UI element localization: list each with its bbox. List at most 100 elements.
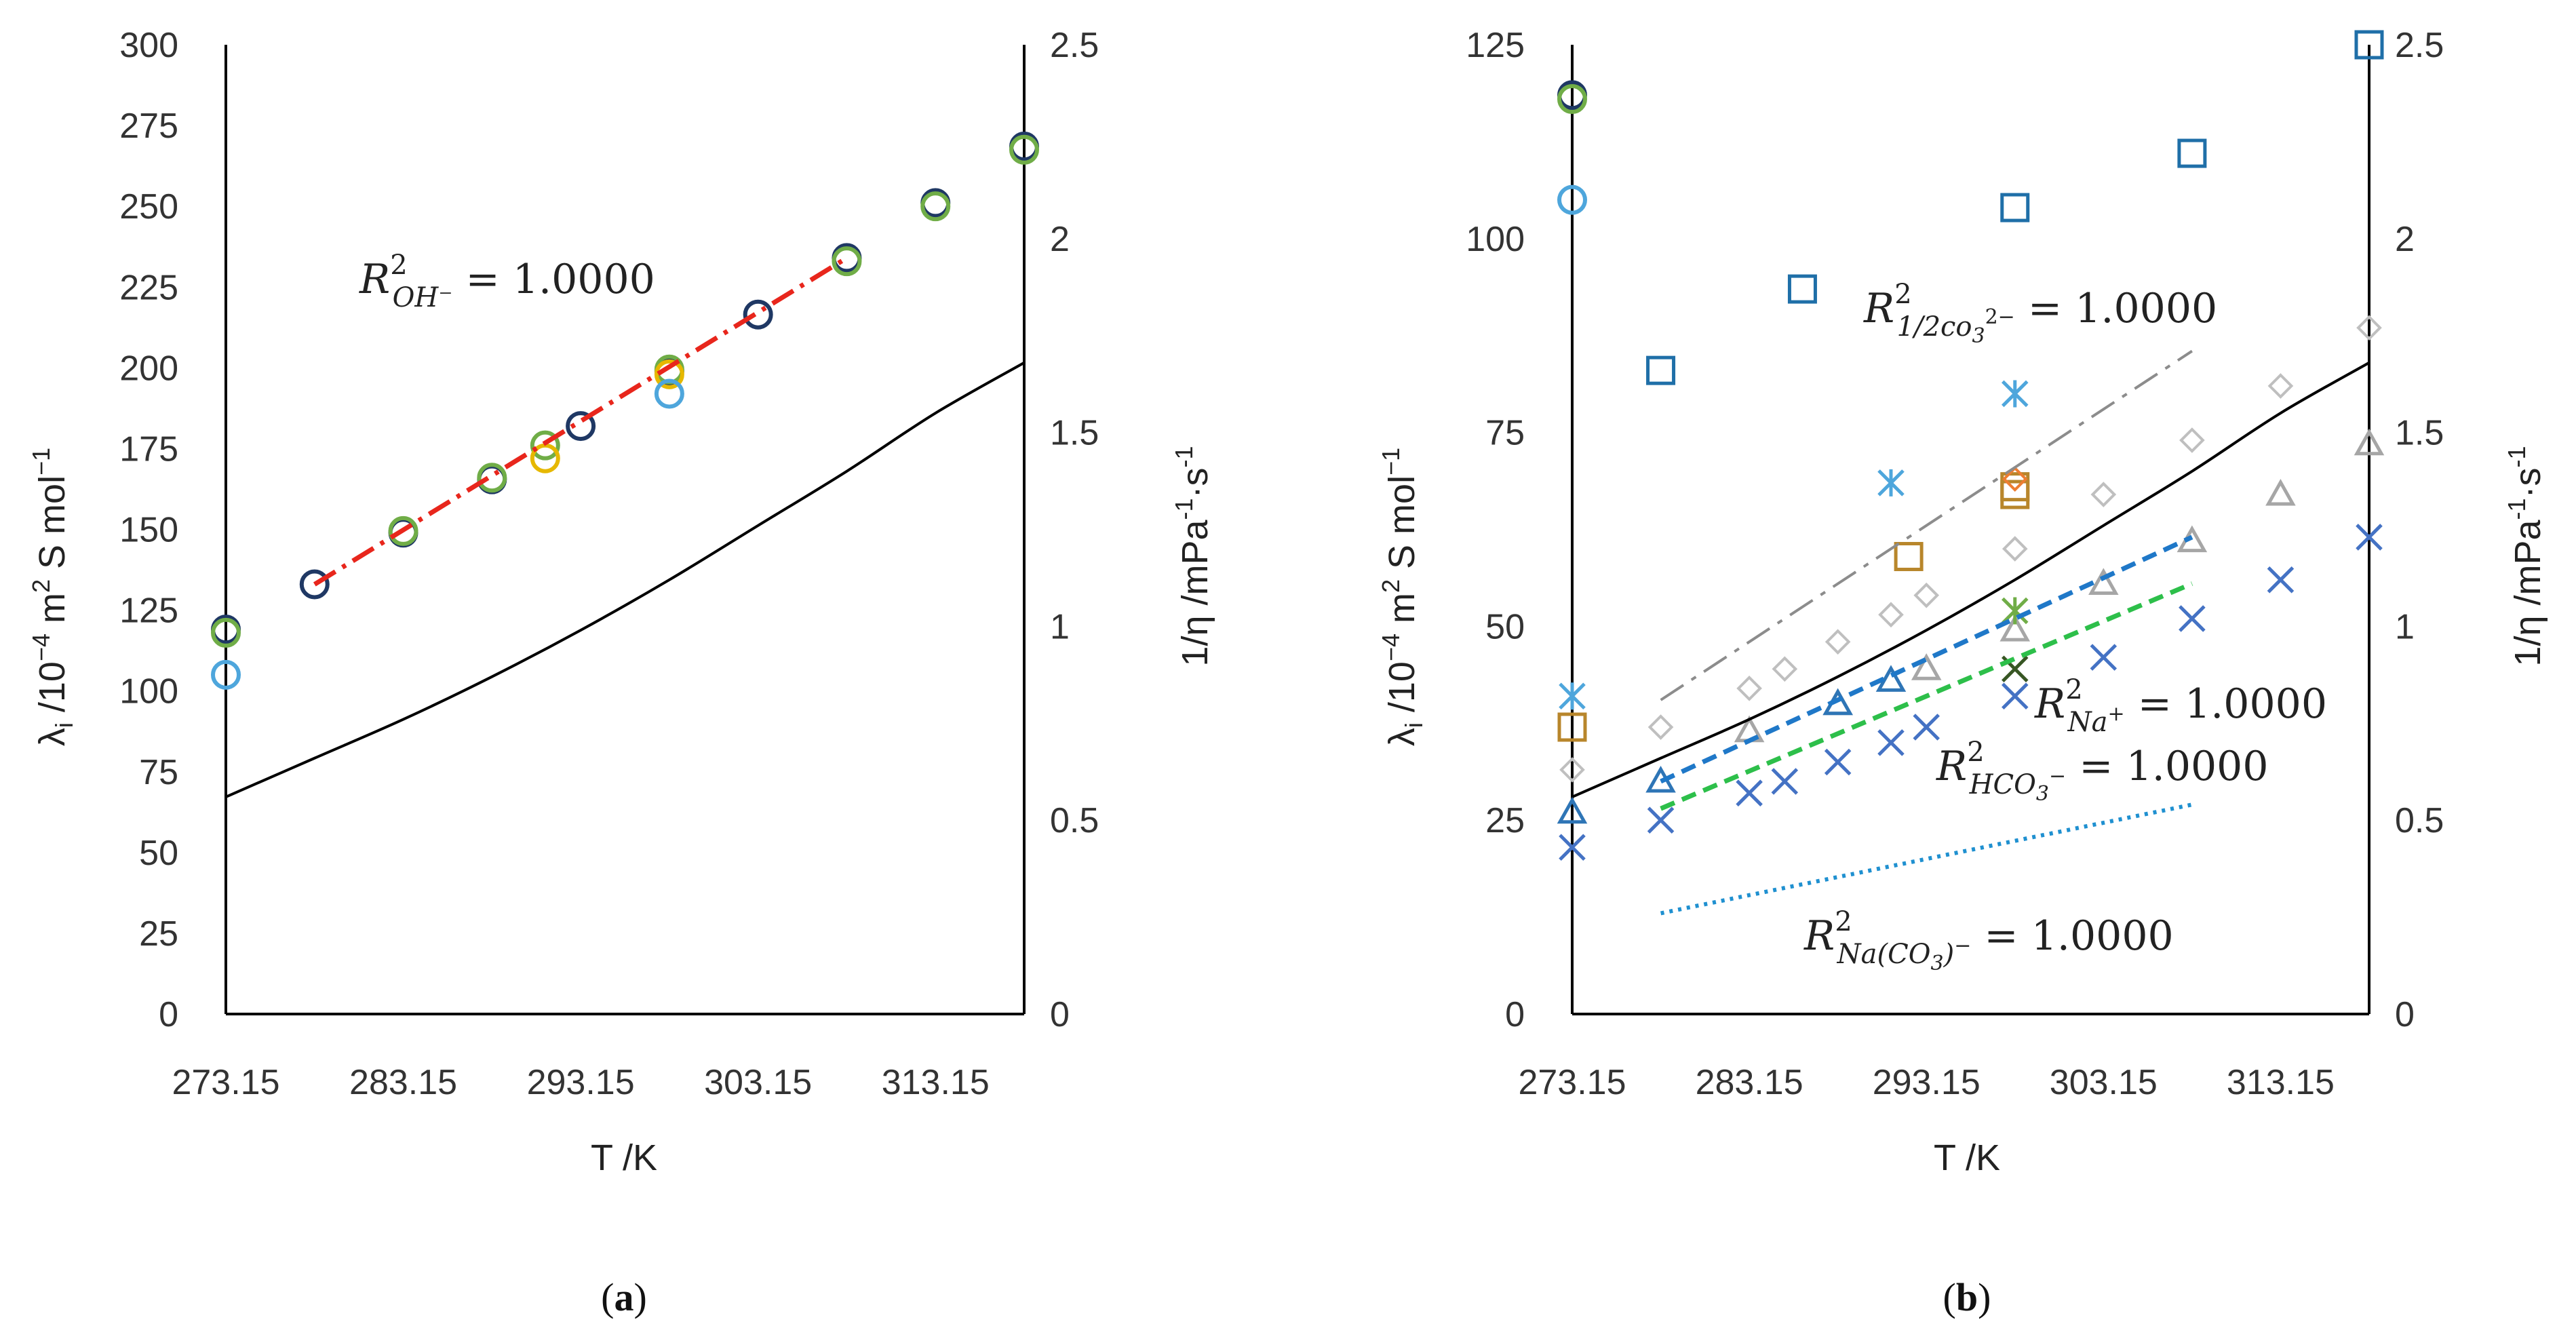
y-tick-label: 100 bbox=[119, 672, 178, 712]
data-point bbox=[2002, 597, 2029, 625]
y-tick-label: 100 bbox=[1466, 220, 1525, 259]
y2-tick-label: 2 bbox=[1050, 220, 1070, 259]
y-tick-label: 150 bbox=[119, 511, 178, 550]
data-point bbox=[1557, 712, 1587, 742]
data-point bbox=[1877, 729, 1905, 756]
y2-tick-label: 2.5 bbox=[2395, 26, 2444, 65]
y2-tick-label: 1.5 bbox=[1050, 414, 1099, 453]
data-point bbox=[1877, 469, 1905, 497]
x-tick-label: 303.15 bbox=[704, 1063, 812, 1102]
y-tick-label: 25 bbox=[1485, 801, 1525, 840]
series-line bbox=[313, 256, 848, 587]
annotation-r2-co3: R2 1/2co32− = 1.0000 bbox=[1863, 279, 2217, 348]
data-point bbox=[2177, 138, 2207, 168]
data-point bbox=[2356, 315, 2382, 341]
data-point bbox=[566, 411, 596, 442]
data-point bbox=[2088, 568, 2119, 596]
data-point bbox=[1913, 582, 1940, 608]
series-line bbox=[1660, 802, 2193, 916]
data-point bbox=[2179, 427, 2205, 453]
y-tick-label: 50 bbox=[139, 834, 178, 873]
chart-panel-a: 0 25 50 75 100 125 150 175 200 225 250 275 300 0 0.5 1 1… bbox=[119, 26, 1099, 1102]
y2-tick-label: 1.5 bbox=[2395, 414, 2444, 453]
data-point bbox=[211, 659, 241, 690]
y-tick-label: 125 bbox=[119, 591, 178, 631]
y-tick-label: 25 bbox=[139, 914, 178, 954]
series-line bbox=[225, 361, 1025, 798]
data-point bbox=[1878, 602, 1904, 628]
data-point bbox=[1875, 665, 1907, 692]
y-tick-label: 75 bbox=[139, 753, 178, 792]
data-point bbox=[2354, 30, 2384, 60]
y2-tick-label: 1 bbox=[2395, 607, 2415, 646]
data-point bbox=[1999, 615, 2031, 642]
y-tick-label: 0 bbox=[159, 995, 178, 1034]
data-point bbox=[2002, 380, 2029, 408]
data-point bbox=[2265, 478, 2296, 506]
x-axis-label-a: T /K bbox=[591, 1137, 657, 1178]
data-point bbox=[2000, 480, 2030, 509]
data-point bbox=[2002, 536, 2028, 562]
chart-panel-b: 0 25 50 75 100 125 0 0.5 1 1.5 2 2.5 273.15 283.15 293… bbox=[1466, 26, 2444, 1102]
data-point bbox=[299, 569, 330, 600]
data-point bbox=[654, 359, 684, 389]
data-point bbox=[2267, 566, 2295, 593]
x-tick-label: 293.15 bbox=[1873, 1063, 1980, 1102]
x-tick-label: 283.15 bbox=[1696, 1063, 1803, 1102]
y-axis-label-a: λi /10−4 m2 S mol−1 bbox=[27, 448, 78, 746]
annotation-r2-oh: R2 OH⁻ = 1.0000 bbox=[359, 250, 655, 313]
y-tick-label: 300 bbox=[119, 26, 178, 65]
series-line bbox=[1572, 361, 2370, 798]
x-tick-label: 303.15 bbox=[2050, 1063, 2158, 1102]
data-point bbox=[2002, 682, 2029, 710]
data-point bbox=[1736, 676, 1762, 701]
y2-tick-label: 0.5 bbox=[1050, 801, 1099, 840]
data-point bbox=[1824, 748, 1852, 776]
y2-axis-label-b: 1/η /mPa-1·s-1 bbox=[2503, 446, 2548, 666]
y-tick-label: 75 bbox=[1485, 414, 1525, 453]
annotation-r2-na: R2 Na+ = 1.0000 bbox=[2034, 674, 2327, 738]
x-tick-label: 313.15 bbox=[2227, 1063, 2335, 1102]
data-point bbox=[1894, 542, 1924, 572]
data-point bbox=[1647, 714, 1674, 740]
data-point bbox=[2002, 466, 2028, 492]
annotation-r2-naco3: R2 Na(CO3)− = 1.0000 bbox=[1803, 906, 2174, 975]
data-point bbox=[1009, 134, 1039, 165]
data-point bbox=[2090, 644, 2118, 671]
y2-axis-label-a: 1/η /mPa-1·s-1 bbox=[1170, 446, 1215, 666]
data-point bbox=[211, 617, 241, 648]
y-tick-label: 175 bbox=[119, 429, 178, 469]
data-point bbox=[388, 515, 418, 546]
y-tick-label: 125 bbox=[1466, 26, 1525, 65]
y-axis-label-b: λi /10−4 m2 S mol−1 bbox=[1377, 448, 1428, 746]
data-point bbox=[2179, 605, 2206, 632]
y-tick-label: 50 bbox=[1485, 607, 1525, 646]
y2-tick-label: 0 bbox=[1050, 995, 1070, 1034]
x-tick-label: 313.15 bbox=[882, 1063, 990, 1102]
data-point bbox=[530, 430, 560, 461]
y2-tick-label: 0.5 bbox=[2395, 801, 2444, 840]
data-point bbox=[654, 378, 684, 409]
annotation-r2-hco3: R2 HCO3− = 1.0000 bbox=[1936, 737, 2269, 806]
data-point bbox=[1913, 714, 1940, 741]
data-point bbox=[1772, 656, 1798, 682]
data-point bbox=[1824, 629, 1851, 655]
data-point bbox=[1911, 653, 1942, 680]
y2-tick-label: 0 bbox=[2395, 995, 2415, 1034]
series-line bbox=[1660, 349, 2193, 701]
data-point bbox=[2090, 482, 2117, 507]
data-point bbox=[2267, 373, 2294, 399]
series-line bbox=[1660, 534, 2193, 784]
data-point bbox=[1647, 806, 1675, 834]
x-axis-label-b: T /K bbox=[1934, 1137, 2000, 1178]
y-tick-label: 225 bbox=[119, 268, 178, 307]
y-tick-label: 0 bbox=[1505, 995, 1525, 1034]
data-point bbox=[832, 246, 862, 277]
y2-tick-label: 2 bbox=[2395, 220, 2415, 259]
data-point bbox=[477, 463, 507, 493]
data-point bbox=[1787, 274, 1817, 304]
data-point bbox=[1771, 768, 1799, 795]
data-point bbox=[1646, 355, 1676, 385]
y-tick-label: 250 bbox=[119, 187, 178, 227]
